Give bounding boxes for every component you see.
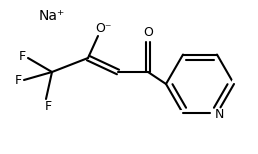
Text: O⁻: O⁻ <box>96 22 112 34</box>
Text: F: F <box>44 99 52 113</box>
Text: Na⁺: Na⁺ <box>39 9 65 23</box>
Text: F: F <box>14 73 22 87</box>
Text: O: O <box>143 26 153 38</box>
Text: N: N <box>214 108 224 121</box>
Text: F: F <box>18 49 26 63</box>
